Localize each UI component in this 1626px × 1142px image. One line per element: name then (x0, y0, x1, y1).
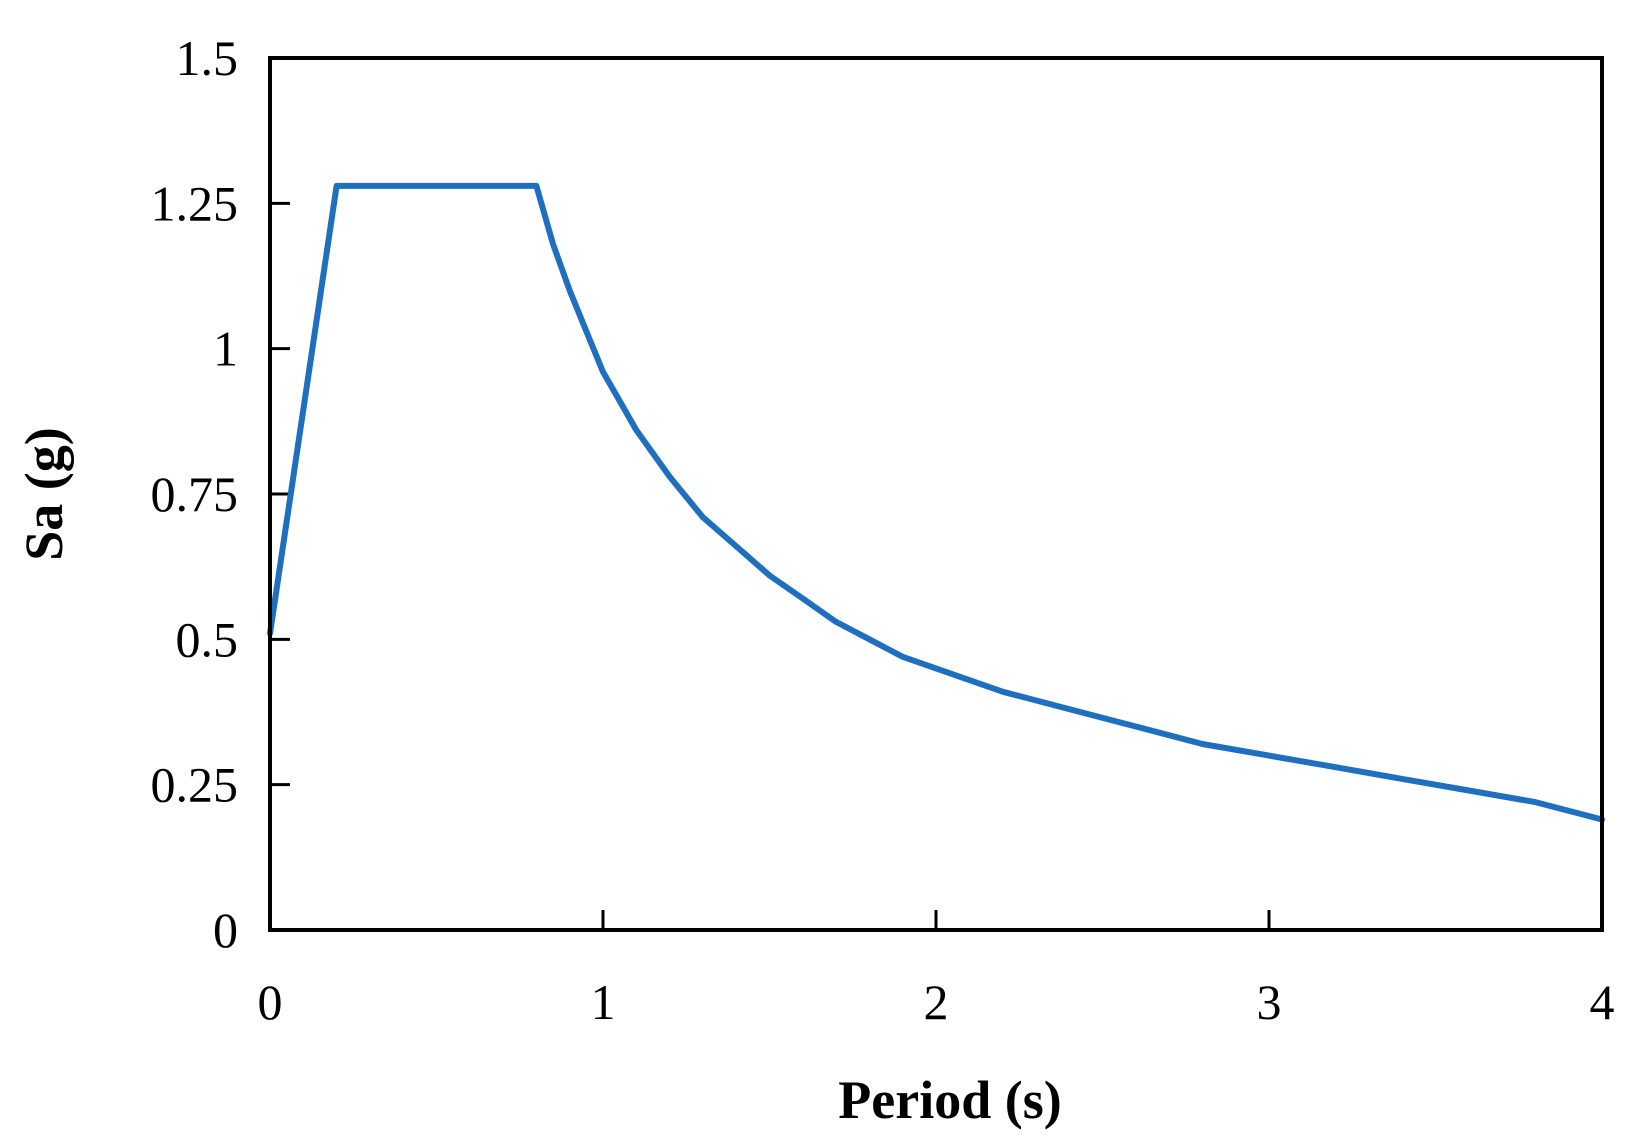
series-line (267, 182, 1605, 823)
x-axis-ticks: 0 1 2 3 4 (258, 910, 1615, 1030)
series-layer (267, 182, 1605, 823)
x-axis-title: Period (s) (838, 1070, 1061, 1130)
y-tick-label: 1.5 (176, 30, 239, 86)
y-tick-label: 0.5 (176, 611, 239, 667)
y-axis-title: Sa (g) (14, 427, 74, 561)
y-tick-label: 0.75 (151, 466, 239, 522)
y-tick-label: 0 (213, 902, 238, 958)
y-tick-label: 0.25 (151, 757, 239, 813)
x-tick-label: 0 (258, 974, 283, 1030)
x-tick-label: 3 (1257, 974, 1282, 1030)
x-tick-label: 4 (1590, 974, 1615, 1030)
y-tick-label: 1.25 (151, 175, 239, 231)
y-axis-ticks: 0 0.25 0.5 0.75 1 1.25 1.5 (151, 30, 290, 958)
x-tick-label: 2 (924, 974, 949, 1030)
y-tick-label: 1 (213, 321, 238, 377)
x-tick-label: 1 (591, 974, 616, 1030)
plot-frame (268, 56, 1604, 932)
